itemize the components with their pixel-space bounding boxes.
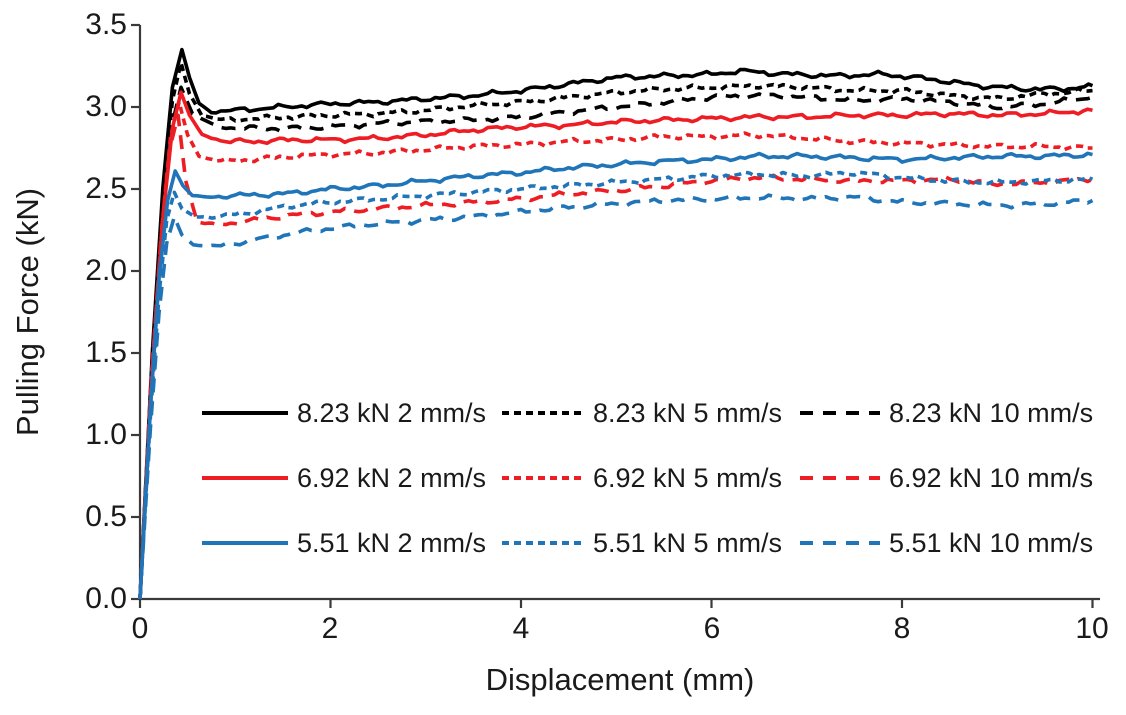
legend-line-swatch-dashed	[800, 411, 880, 415]
legend-line-swatch-dotted	[502, 411, 584, 415]
legend-item: 5.51 kN 5 mm/s	[502, 528, 782, 558]
legend-line-swatch-solid	[202, 476, 288, 480]
legend-line-swatch-solid	[202, 541, 288, 545]
y-tick-label: 1.0	[85, 418, 127, 451]
y-tick-label: 2.5	[85, 172, 127, 205]
y-axis-title: Pulling Force (kN)	[10, 187, 45, 437]
x-tick-label: 0	[131, 612, 149, 645]
legend-label: 8.23 kN 10 mm/s	[889, 397, 1094, 428]
x-axis-title: Displacement (mm)	[485, 662, 755, 697]
legend-item: 8.23 kN 10 mm/s	[800, 398, 1093, 428]
legend-label: 5.51 kN 10 mm/s	[889, 527, 1094, 558]
legend-line-swatch-dashed	[800, 476, 880, 480]
y-tick-label: 1.5	[85, 336, 127, 369]
legend-line-swatch-dotted	[502, 541, 584, 545]
y-tick-label: 0.0	[85, 582, 127, 615]
legend-item: 5.51 kN 2 mm/s	[202, 528, 486, 558]
x-tick-label: 4	[512, 612, 530, 645]
y-tick-label: 3.0	[85, 90, 127, 123]
legend-label: 5.51 kN 5 mm/s	[593, 527, 783, 558]
legend-item: 6.92 kN 2 mm/s	[202, 463, 486, 493]
legend-label: 8.23 kN 2 mm/s	[297, 397, 487, 428]
x-tick-label: 8	[893, 612, 911, 645]
legend-item: 8.23 kN 2 mm/s	[202, 398, 486, 428]
y-tick-label: 2.0	[85, 254, 127, 287]
legend-label: 8.23 kN 5 mm/s	[593, 397, 783, 428]
legend-line-swatch-solid	[202, 411, 288, 415]
legend-label: 6.92 kN 2 mm/s	[297, 462, 487, 493]
legend-item: 5.51 kN 10 mm/s	[800, 528, 1093, 558]
legend-item: 6.92 kN 5 mm/s	[502, 463, 782, 493]
legend-item: 6.92 kN 10 mm/s	[800, 463, 1093, 493]
legend-label: 5.51 kN 2 mm/s	[297, 527, 487, 558]
legend-line-swatch-dashed	[800, 541, 880, 545]
x-tick-label: 2	[321, 612, 339, 645]
legend-label: 6.92 kN 5 mm/s	[593, 462, 783, 493]
x-tick-label: 6	[703, 612, 721, 645]
legend-label: 6.92 kN 10 mm/s	[889, 462, 1094, 493]
legend-line-swatch-dotted	[502, 476, 584, 480]
legend-item: 8.23 kN 5 mm/s	[502, 398, 782, 428]
x-tick-label: 10	[1075, 612, 1109, 645]
y-tick-label: 3.5	[85, 8, 127, 41]
y-tick-label: 0.5	[85, 500, 127, 533]
